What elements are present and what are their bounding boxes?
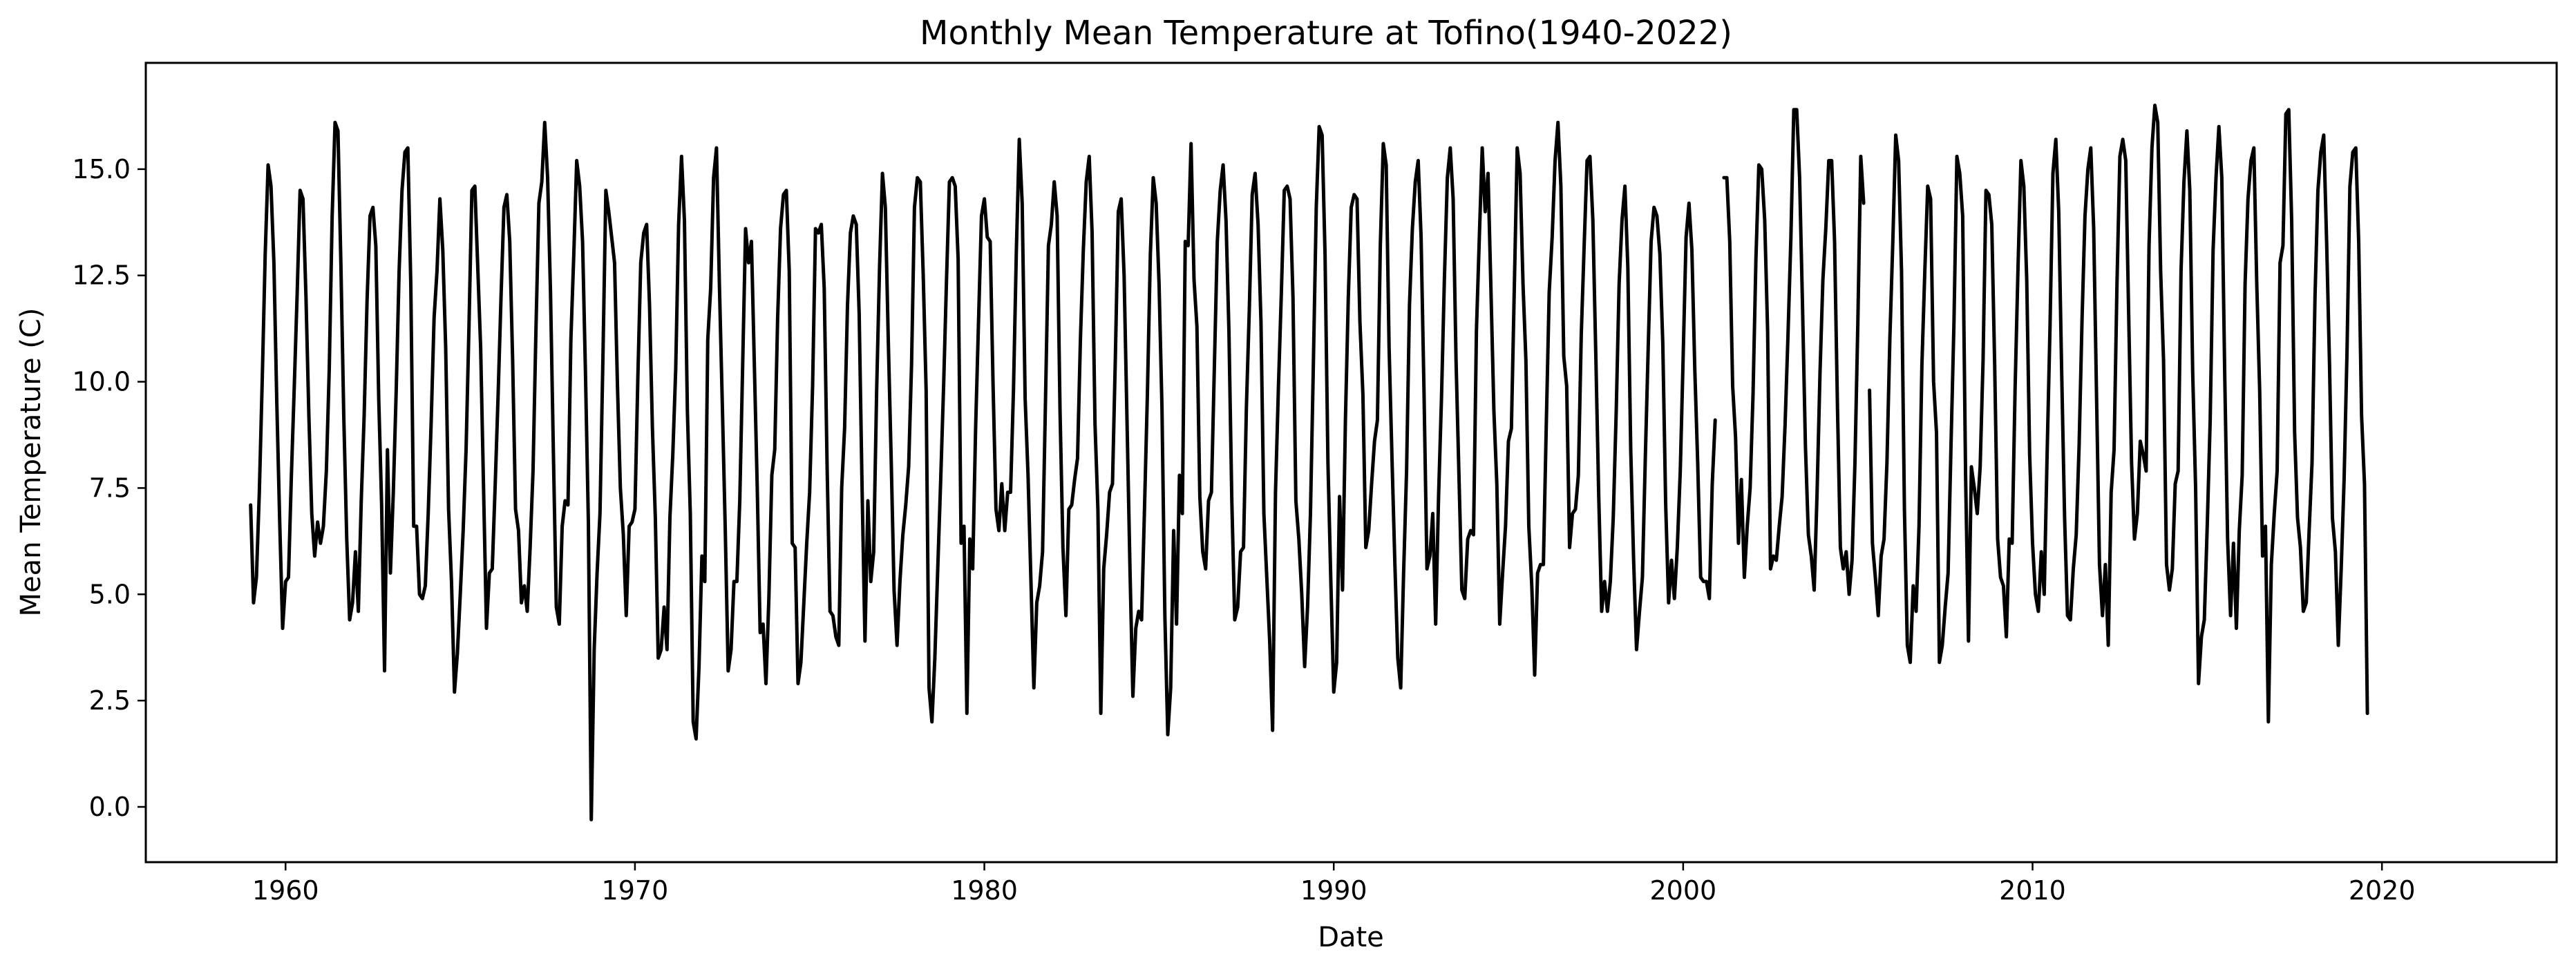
x-axis: 1960 1970 1980 1990 2000 2010 2020 [252, 862, 2416, 906]
y-tick-label: 12.5 [72, 260, 131, 291]
x-tick-label: 1990 [1300, 875, 1367, 906]
y-tick-label: 15.0 [72, 154, 131, 184]
x-tick-label: 1960 [252, 875, 319, 906]
x-tick-label: 1970 [602, 875, 669, 906]
y-tick-label: 2.5 [89, 685, 131, 716]
x-tick-label: 2000 [1650, 875, 1717, 906]
y-tick-label: 0.0 [89, 792, 131, 822]
x-tick-label: 2010 [1999, 875, 2066, 906]
y-axis: 0.0 2.5 5.0 7.5 10.0 12.5 15.0 [72, 154, 146, 822]
y-axis-label: Mean Temperature (C) [15, 308, 47, 617]
y-tick-label: 10.0 [72, 367, 131, 397]
x-tick-label: 1980 [951, 875, 1018, 906]
x-tick-label: 2020 [2349, 875, 2416, 906]
x-axis-label: Date [1318, 922, 1384, 953]
plot-area [249, 104, 2369, 821]
plot-frame [144, 61, 2558, 864]
chart-title: Monthly Mean Temperature at Tofino(1940-… [920, 14, 1732, 53]
y-tick-label: 7.5 [89, 473, 131, 503]
temperature-series-line [249, 104, 2369, 821]
y-tick-label: 5.0 [89, 579, 131, 609]
